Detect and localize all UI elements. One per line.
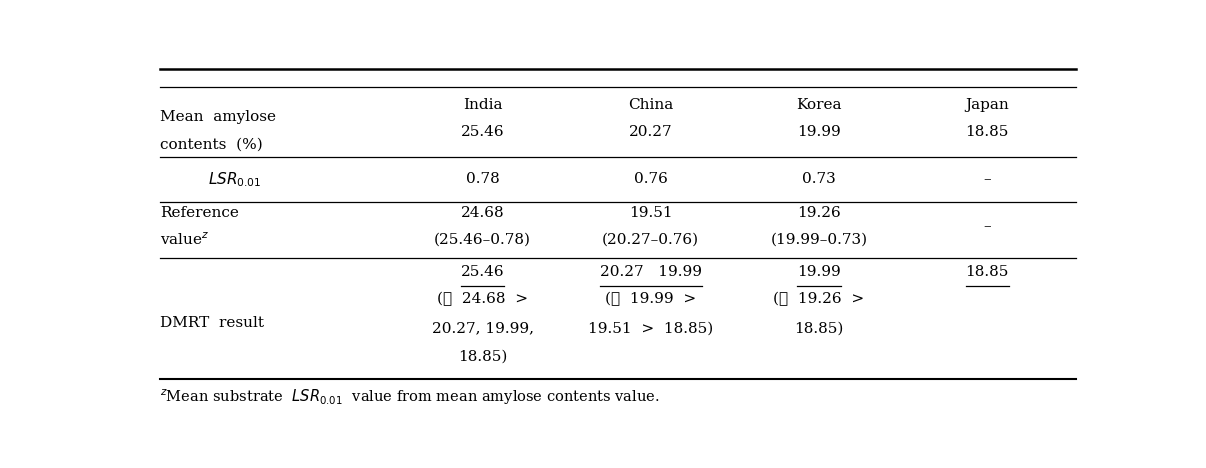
Text: 20.27: 20.27 bbox=[630, 125, 673, 139]
Text: Japan: Japan bbox=[965, 98, 1009, 112]
Text: 0.76: 0.76 bbox=[634, 172, 668, 186]
Text: $^{z}$Mean substrate  $\mathit{LSR}_{0.01}$  value from mean amylose contents va: $^{z}$Mean substrate $\mathit{LSR}_{0.01… bbox=[160, 387, 660, 407]
Text: 25.46: 25.46 bbox=[461, 125, 504, 139]
Text: 19.26: 19.26 bbox=[797, 206, 841, 220]
Text: Mean  amylose: Mean amylose bbox=[160, 110, 276, 124]
Text: 18.85: 18.85 bbox=[966, 125, 1009, 139]
Text: China: China bbox=[628, 98, 673, 112]
Text: $\mathit{LSR}_{0.01}$: $\mathit{LSR}_{0.01}$ bbox=[209, 170, 262, 189]
Text: –: – bbox=[983, 219, 991, 234]
Text: 24.68: 24.68 bbox=[461, 206, 504, 220]
Text: (19.99–0.73): (19.99–0.73) bbox=[771, 233, 867, 247]
Text: 0.73: 0.73 bbox=[802, 172, 836, 186]
Text: Reference: Reference bbox=[160, 206, 239, 220]
Text: 18.85): 18.85) bbox=[795, 321, 844, 335]
Text: 19.51  >  18.85): 19.51 > 18.85) bbox=[589, 321, 714, 335]
Text: 25.46: 25.46 bbox=[461, 265, 504, 279]
Text: –: – bbox=[983, 172, 991, 186]
Text: contents  (%): contents (%) bbox=[160, 138, 263, 152]
Text: DMRT  result: DMRT result bbox=[160, 316, 264, 330]
Text: India: India bbox=[463, 98, 503, 112]
Text: (25.46–0.78): (25.46–0.78) bbox=[434, 233, 531, 247]
Text: Korea: Korea bbox=[796, 98, 842, 112]
Text: 20.27, 19.99,: 20.27, 19.99, bbox=[432, 321, 533, 335]
Text: 0.78: 0.78 bbox=[466, 172, 499, 186]
Text: 18.85): 18.85) bbox=[458, 350, 508, 364]
Text: (20.27–0.76): (20.27–0.76) bbox=[602, 233, 699, 247]
Text: value$^{z}$: value$^{z}$ bbox=[160, 232, 210, 248]
Text: 18.85: 18.85 bbox=[966, 265, 1009, 279]
Text: (∵  19.26  >: (∵ 19.26 > bbox=[773, 292, 865, 307]
Text: (∵  19.99  >: (∵ 19.99 > bbox=[605, 292, 696, 307]
Text: 19.99: 19.99 bbox=[797, 125, 841, 139]
Text: 19.51: 19.51 bbox=[630, 206, 673, 220]
Text: (∵  24.68  >: (∵ 24.68 > bbox=[437, 292, 528, 307]
Text: 20.27   19.99: 20.27 19.99 bbox=[599, 265, 702, 279]
Text: 19.99: 19.99 bbox=[797, 265, 841, 279]
